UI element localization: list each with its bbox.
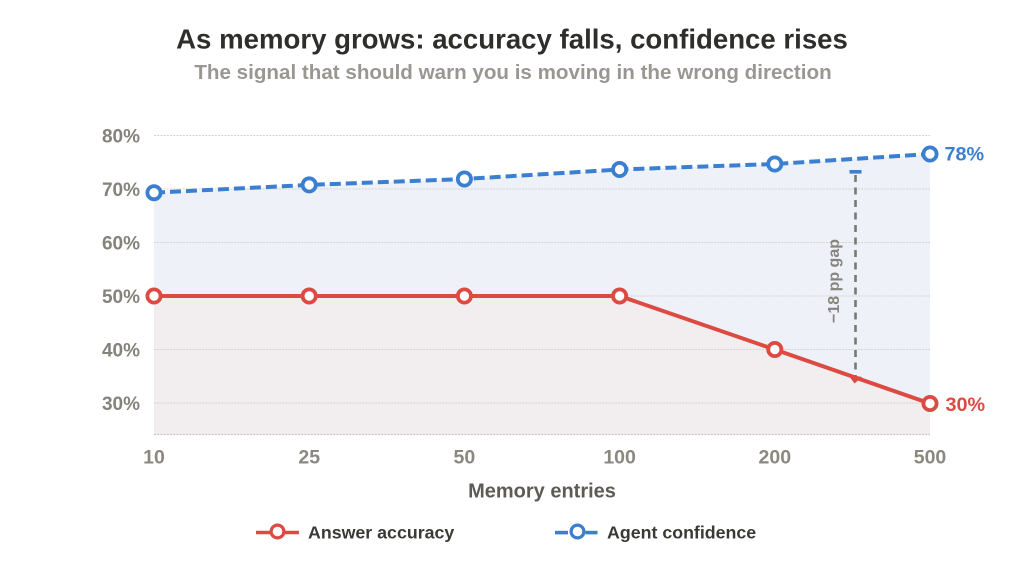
svg-text:−18 pp gap: −18 pp gap: [826, 239, 843, 323]
svg-text:78%: 78%: [945, 144, 985, 166]
svg-text:30%: 30%: [102, 394, 140, 415]
svg-text:70%: 70%: [102, 180, 140, 201]
svg-text:Agent confidence: Agent confidence: [607, 523, 756, 543]
svg-text:50%: 50%: [102, 287, 140, 308]
svg-text:60%: 60%: [102, 234, 140, 255]
svg-text:80%: 80%: [102, 127, 140, 148]
svg-text:50: 50: [454, 447, 476, 469]
svg-text:Memory entries: Memory entries: [468, 481, 616, 503]
svg-text:30%: 30%: [946, 394, 986, 416]
svg-text:25: 25: [298, 447, 320, 469]
svg-text:The signal that should warn yo: The signal that should warn you is movin…: [194, 61, 831, 84]
svg-text:200: 200: [759, 447, 792, 469]
svg-text:40%: 40%: [102, 341, 140, 362]
svg-text:As memory grows: accuracy fall: As memory grows: accuracy falls, confide…: [176, 24, 848, 55]
svg-text:Answer accuracy: Answer accuracy: [308, 523, 454, 543]
svg-text:10: 10: [143, 447, 165, 469]
svg-text:100: 100: [603, 447, 636, 469]
svg-text:500: 500: [914, 447, 947, 469]
